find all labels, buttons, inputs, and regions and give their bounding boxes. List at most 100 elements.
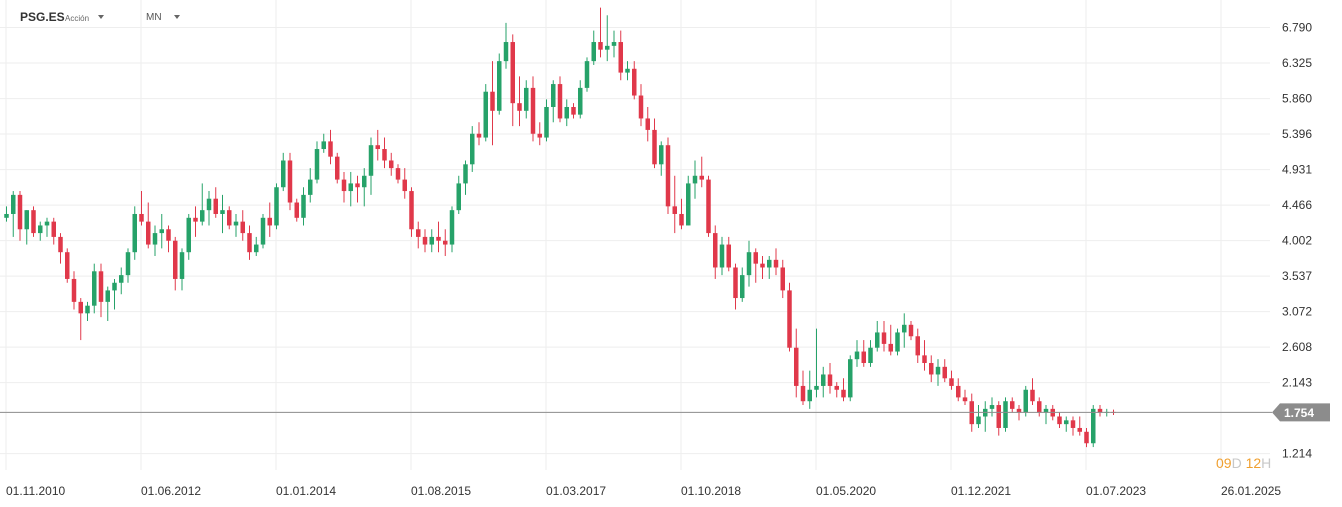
candle-body xyxy=(989,405,995,409)
candle xyxy=(1010,397,1015,413)
candle-body xyxy=(949,378,954,386)
candle-body xyxy=(922,355,927,364)
candle-body xyxy=(449,210,455,245)
candle xyxy=(895,328,900,356)
candle-body xyxy=(1037,401,1042,413)
candle xyxy=(227,206,232,230)
candle-body xyxy=(740,275,745,299)
countdown-days: 09 xyxy=(1216,455,1232,471)
countdown-hours-unit: H xyxy=(1261,455,1272,471)
candle-body xyxy=(557,84,563,119)
candle xyxy=(1003,397,1008,432)
candle-body xyxy=(1057,416,1062,425)
candle-body xyxy=(220,210,225,214)
candle-body xyxy=(591,42,596,62)
candle-body xyxy=(1084,431,1089,444)
y-tick-label: 4.002 xyxy=(1282,234,1312,248)
candle-body xyxy=(362,175,367,188)
candle-body xyxy=(861,351,866,364)
timeframe-dropdown-icon[interactable] xyxy=(174,15,180,19)
candle-body xyxy=(166,229,171,241)
candle xyxy=(537,122,542,146)
candle-body xyxy=(436,236,441,241)
candle xyxy=(753,248,758,283)
candle-body xyxy=(659,145,664,165)
candle xyxy=(193,206,198,237)
candle xyxy=(598,7,603,58)
candle xyxy=(470,126,475,172)
candle xyxy=(652,118,657,169)
candle xyxy=(443,229,448,257)
candle xyxy=(24,210,29,245)
candle-body xyxy=(868,347,873,364)
candle xyxy=(362,168,367,207)
candle-body xyxy=(4,213,9,218)
candle xyxy=(868,340,873,367)
candle-body xyxy=(746,252,752,276)
candle-body xyxy=(800,385,806,402)
candle xyxy=(78,298,83,341)
candle-body xyxy=(834,385,839,390)
candle-body xyxy=(416,229,421,237)
candle xyxy=(368,137,374,195)
candle xyxy=(375,129,380,161)
candle-body xyxy=(314,149,320,180)
candle xyxy=(416,221,421,249)
candles xyxy=(4,7,1116,448)
candle-body xyxy=(200,210,205,222)
candle xyxy=(294,198,299,222)
timeframe-selector[interactable]: MN xyxy=(146,12,162,23)
candle xyxy=(355,175,360,203)
symbol-dropdown-icon[interactable] xyxy=(98,15,104,19)
candle xyxy=(429,229,434,253)
candle-body xyxy=(672,206,677,214)
symbol-label[interactable]: PSG.ES xyxy=(20,10,65,24)
current-price-label: 1.754 xyxy=(1284,406,1314,420)
candle-body xyxy=(476,133,482,138)
candle xyxy=(983,401,988,432)
candle-body xyxy=(341,179,347,192)
candle-body xyxy=(402,179,407,192)
candle xyxy=(686,175,691,226)
candle-body xyxy=(470,133,475,165)
candle-body xyxy=(719,244,725,268)
candle-body xyxy=(206,198,212,211)
candle xyxy=(659,141,664,176)
x-tick-label: 01.07.2023 xyxy=(1086,484,1146,498)
countdown-days-unit: D xyxy=(1231,455,1242,471)
x-tick-label: 01.12.2021 xyxy=(951,484,1011,498)
candle-body xyxy=(1016,408,1022,413)
candle-body xyxy=(382,149,387,161)
candle xyxy=(645,106,650,142)
candle-body xyxy=(902,324,907,333)
candle xyxy=(125,248,131,283)
candle xyxy=(962,389,968,406)
candle-body xyxy=(713,233,718,268)
candle xyxy=(1037,397,1042,417)
candle-body xyxy=(119,275,124,283)
candle-body xyxy=(65,252,70,279)
candle xyxy=(112,278,117,310)
candle-body xyxy=(524,87,529,111)
candle xyxy=(605,15,610,62)
candle xyxy=(456,175,461,214)
candle-body xyxy=(611,42,617,46)
candle xyxy=(557,76,563,123)
candle xyxy=(436,221,441,253)
candle xyxy=(578,80,583,119)
candle xyxy=(584,57,590,92)
candle xyxy=(335,152,340,184)
y-tick-label: 1.214 xyxy=(1282,447,1312,461)
candle xyxy=(679,198,684,230)
candle-body xyxy=(956,385,961,398)
candle-body xyxy=(24,210,29,230)
candle-body xyxy=(652,129,657,165)
x-tick-label: 01.08.2015 xyxy=(411,484,471,498)
candle xyxy=(524,80,529,119)
candle-body xyxy=(753,252,758,264)
candle xyxy=(1043,405,1049,425)
candle xyxy=(348,171,353,207)
x-tick-label: 01.03.2017 xyxy=(546,484,606,498)
candle xyxy=(85,301,90,321)
